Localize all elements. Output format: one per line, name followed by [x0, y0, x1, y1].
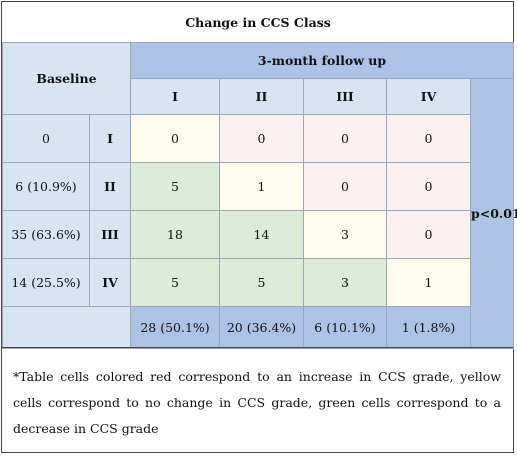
table-row: 6 (10.9%) II 5 1 0 0	[2, 162, 514, 211]
baseline-count: 0	[2, 114, 90, 163]
baseline-header: Baseline	[2, 42, 131, 115]
table-title: Change in CCS Class	[2, 2, 514, 43]
table-cell: 0	[130, 114, 220, 163]
table-cell: 3	[303, 210, 387, 259]
table-cell: 1	[386, 258, 471, 307]
totals-label-empty	[2, 306, 131, 349]
table-cell: 0	[219, 114, 304, 163]
column-header-i: I	[130, 78, 220, 115]
table-cell: 0	[386, 210, 471, 259]
baseline-grade: IV	[89, 258, 131, 307]
baseline-grade: II	[89, 162, 131, 211]
total-cell: 1 (1.8%)	[386, 306, 471, 349]
column-header-iv: IV	[386, 78, 471, 115]
table-cell: 1	[219, 162, 304, 211]
table-cell: 0	[303, 114, 387, 163]
column-header-ii: II	[219, 78, 304, 115]
followup-header: 3-month follow up	[129, 42, 515, 79]
table-cell: 5	[219, 258, 304, 307]
baseline-count: 35 (63.6%)	[2, 210, 90, 259]
baseline-grade: III	[89, 210, 131, 259]
table-cell: 3	[303, 258, 387, 307]
table-row: 0 I 0 0 0 0	[2, 114, 514, 163]
table-cell: 5	[130, 162, 220, 211]
footnote: *Table cells colored red correspond to a…	[2, 347, 513, 452]
total-cell: 28 (50.1%)	[130, 306, 220, 349]
column-header-iii: III	[303, 78, 387, 115]
totals-row: 28 (50.1%) 20 (36.4%) 6 (10.1%) 1 (1.8%)	[2, 306, 514, 349]
ccs-change-table: Change in CCS Class Baseline 3-month fol…	[2, 2, 517, 349]
baseline-count: 6 (10.9%)	[2, 162, 90, 211]
table-row: 14 (25.5%) IV 5 5 3 1	[2, 258, 514, 307]
table-cell: 5	[130, 258, 220, 307]
baseline-count: 14 (25.5%)	[2, 258, 90, 307]
p-value: p<0.01	[469, 78, 517, 349]
table-cell: 0	[303, 162, 387, 211]
table-row: 35 (63.6%) III 18 14 3 0	[2, 210, 514, 259]
total-cell: 6 (10.1%)	[303, 306, 387, 349]
table-cell: 0	[386, 114, 471, 163]
table-cell: 14	[219, 210, 304, 259]
total-cell: 20 (36.4%)	[219, 306, 304, 349]
baseline-grade: I	[89, 114, 131, 163]
table-cell: 0	[386, 162, 471, 211]
table-cell: 18	[130, 210, 220, 259]
